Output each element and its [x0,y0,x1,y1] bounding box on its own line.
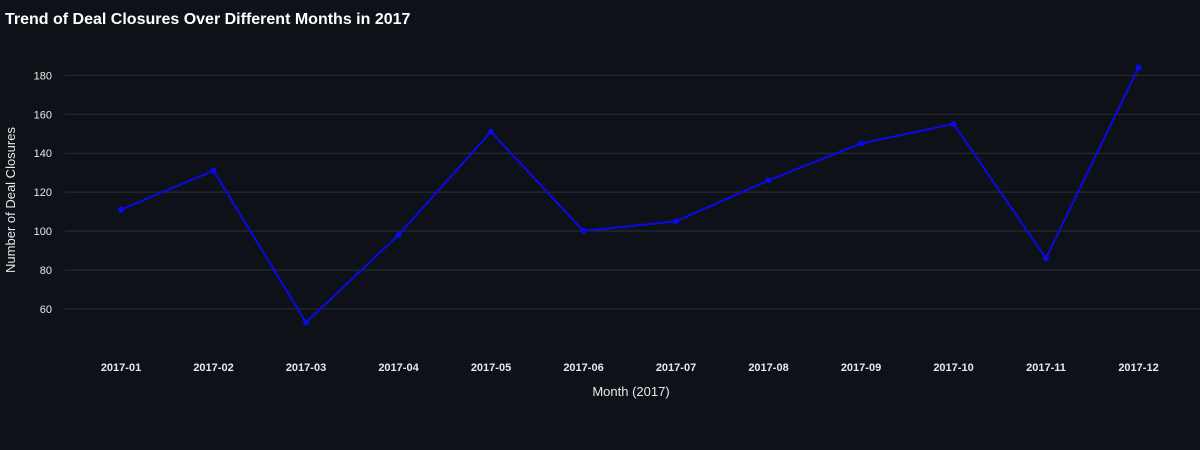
x-axis-ticks: 2017-01 2017-02 2017-03 2017-04 2017-05 2017-… [101,362,1159,374]
y-axis-title: Number of Deal Closures [3,127,18,273]
chart-title: Trend of Deal Closures Over Different Mo… [5,11,411,28]
x-tick-label: 2017-11 [1026,362,1066,374]
x-tick-label: 2017-10 [933,362,973,374]
x-tick-label: 2017-12 [1118,362,1158,374]
data-point [765,177,772,184]
y-tick-label: 180 [34,70,52,82]
x-tick-label: 2017-03 [286,362,326,374]
data-point [580,228,587,235]
y-tick-label: 160 [34,109,52,121]
data-point [1135,64,1142,71]
data-point [858,140,864,147]
x-tick-label: 2017-02 [193,362,233,374]
x-tick-label: 2017-06 [563,362,603,374]
y-axis-ticks: 60 80 100 120 140 160 180 [34,70,52,316]
data-point [673,218,679,225]
x-tick-label: 2017-08 [748,362,788,374]
series-layer [118,64,1142,326]
gridlines [65,74,1200,310]
y-tick-label: 100 [34,226,52,238]
data-point [303,319,309,326]
data-point [210,167,217,174]
x-tick-label: 2017-09 [841,362,881,374]
x-tick-label: 2017-05 [471,362,511,374]
series-line [120,66,1140,324]
data-point [950,121,957,127]
y-tick-label: 120 [34,187,52,199]
x-tick-label: 2017-04 [378,362,419,374]
x-axis-title: Month (2017) [592,384,669,399]
x-tick-label: 2017-07 [656,362,696,374]
x-tick-label: 2017-01 [101,362,141,374]
data-point [395,231,402,238]
y-tick-label: 60 [40,304,52,316]
data-point [1043,255,1049,262]
y-tick-label: 140 [34,148,52,160]
y-tick-label: 80 [40,265,52,277]
data-point [118,206,124,213]
data-point [488,128,494,135]
